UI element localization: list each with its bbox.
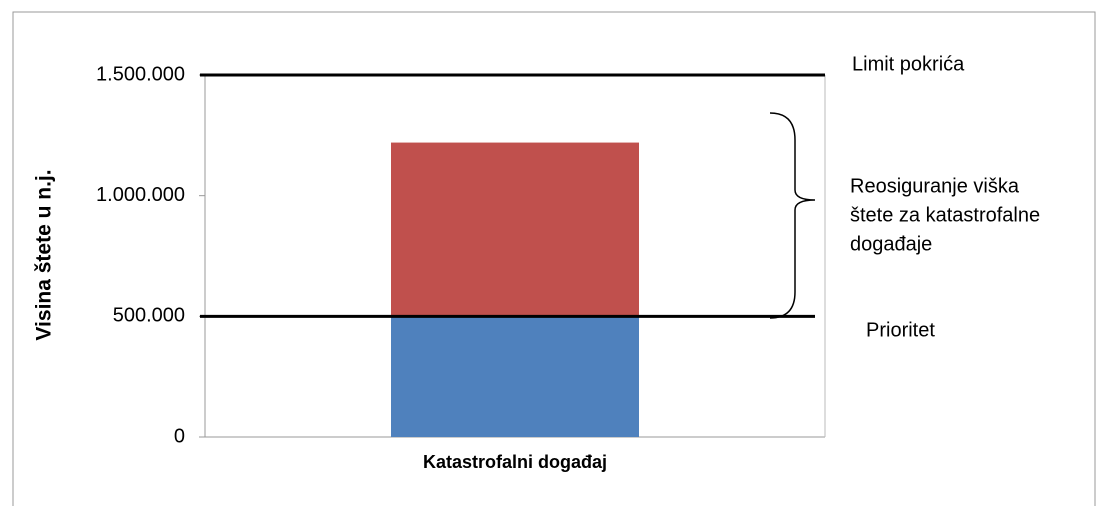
bar-segment [391,142,639,317]
y-tick-label: 1.500.000 [96,63,185,85]
annotation-text: Reosiguranje viška [850,175,1020,197]
x-tick-label: Katastrofalni događaj [423,452,607,472]
annotation-text: događaje [850,233,932,255]
y-axis-title: Visina štete u n.j. [33,169,56,340]
brace [769,112,816,319]
y-tick-label: 1.000.000 [96,184,185,206]
y-tick-label: 500.000 [113,305,185,327]
annotation-text: štete za katastrofalne [850,204,1040,226]
y-tick-label: 0 [174,425,185,447]
reference-label: Limit pokrića [852,53,965,75]
bar-segment [391,316,639,437]
chart-frame [12,11,1096,506]
reference-label: Prioritet [866,320,935,342]
